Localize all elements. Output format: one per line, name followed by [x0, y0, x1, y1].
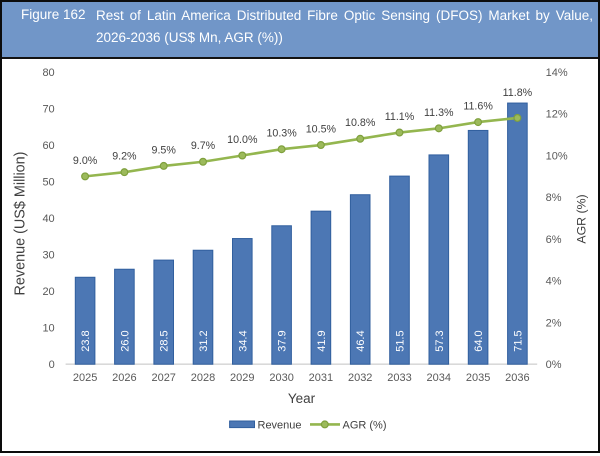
- svg-text:51.5: 51.5: [395, 330, 407, 351]
- svg-text:64.0: 64.0: [473, 330, 485, 351]
- svg-text:10.0%: 10.0%: [227, 134, 258, 146]
- svg-text:2028: 2028: [191, 372, 215, 384]
- svg-text:2026: 2026: [112, 372, 136, 384]
- svg-text:AGR (%): AGR (%): [343, 420, 387, 432]
- svg-text:9.7%: 9.7%: [191, 140, 216, 152]
- svg-text:10.8%: 10.8%: [345, 117, 376, 129]
- svg-text:20: 20: [42, 286, 54, 298]
- svg-text:80: 80: [42, 67, 54, 79]
- svg-text:10: 10: [42, 323, 54, 335]
- svg-text:34.4: 34.4: [237, 330, 249, 351]
- svg-text:12%: 12%: [546, 109, 568, 121]
- svg-text:2031: 2031: [309, 372, 333, 384]
- svg-text:2030: 2030: [269, 372, 293, 384]
- svg-text:30: 30: [42, 250, 54, 262]
- svg-text:2029: 2029: [230, 372, 254, 384]
- svg-text:10.3%: 10.3%: [266, 128, 297, 140]
- svg-text:41.9: 41.9: [316, 330, 328, 351]
- svg-text:57.3: 57.3: [434, 330, 446, 351]
- svg-text:46.4: 46.4: [355, 330, 367, 351]
- svg-text:2025: 2025: [73, 372, 97, 384]
- svg-text:11.8%: 11.8%: [503, 87, 533, 99]
- svg-text:31.2: 31.2: [198, 330, 210, 351]
- svg-text:AGR (%): AGR (%): [575, 194, 589, 243]
- svg-text:2033: 2033: [387, 372, 411, 384]
- svg-text:23.8: 23.8: [80, 330, 92, 351]
- svg-text:2%: 2%: [546, 317, 562, 329]
- svg-text:Year: Year: [288, 391, 316, 406]
- svg-text:11.3%: 11.3%: [424, 107, 454, 119]
- svg-text:11.6%: 11.6%: [463, 100, 493, 112]
- svg-text:10%: 10%: [546, 150, 568, 162]
- svg-text:9.5%: 9.5%: [152, 144, 177, 156]
- svg-text:60: 60: [42, 140, 54, 152]
- svg-text:8%: 8%: [546, 192, 562, 204]
- svg-text:2027: 2027: [151, 372, 175, 384]
- svg-text:10.5%: 10.5%: [306, 123, 337, 135]
- svg-text:28.5: 28.5: [159, 330, 171, 351]
- svg-text:Revenue: Revenue: [258, 420, 302, 432]
- svg-text:6%: 6%: [546, 234, 562, 246]
- svg-text:14%: 14%: [546, 67, 568, 79]
- svg-text:4%: 4%: [546, 276, 562, 288]
- svg-text:2035: 2035: [466, 372, 490, 384]
- svg-text:26.0: 26.0: [119, 330, 131, 351]
- svg-text:50: 50: [42, 177, 54, 189]
- svg-text:Revenue (US$ Million): Revenue (US$ Million): [13, 152, 29, 296]
- svg-text:9.2%: 9.2%: [112, 151, 137, 163]
- svg-text:0: 0: [49, 359, 55, 371]
- svg-text:71.5: 71.5: [512, 330, 524, 351]
- svg-text:37.9: 37.9: [277, 330, 289, 351]
- svg-text:2034: 2034: [427, 372, 451, 384]
- svg-text:9.0%: 9.0%: [73, 155, 98, 167]
- svg-text:0%: 0%: [546, 359, 562, 371]
- svg-text:11.1%: 11.1%: [385, 111, 415, 123]
- svg-text:70: 70: [42, 104, 54, 116]
- svg-text:2032: 2032: [348, 372, 372, 384]
- svg-text:40: 40: [42, 213, 54, 225]
- svg-text:2036: 2036: [505, 372, 529, 384]
